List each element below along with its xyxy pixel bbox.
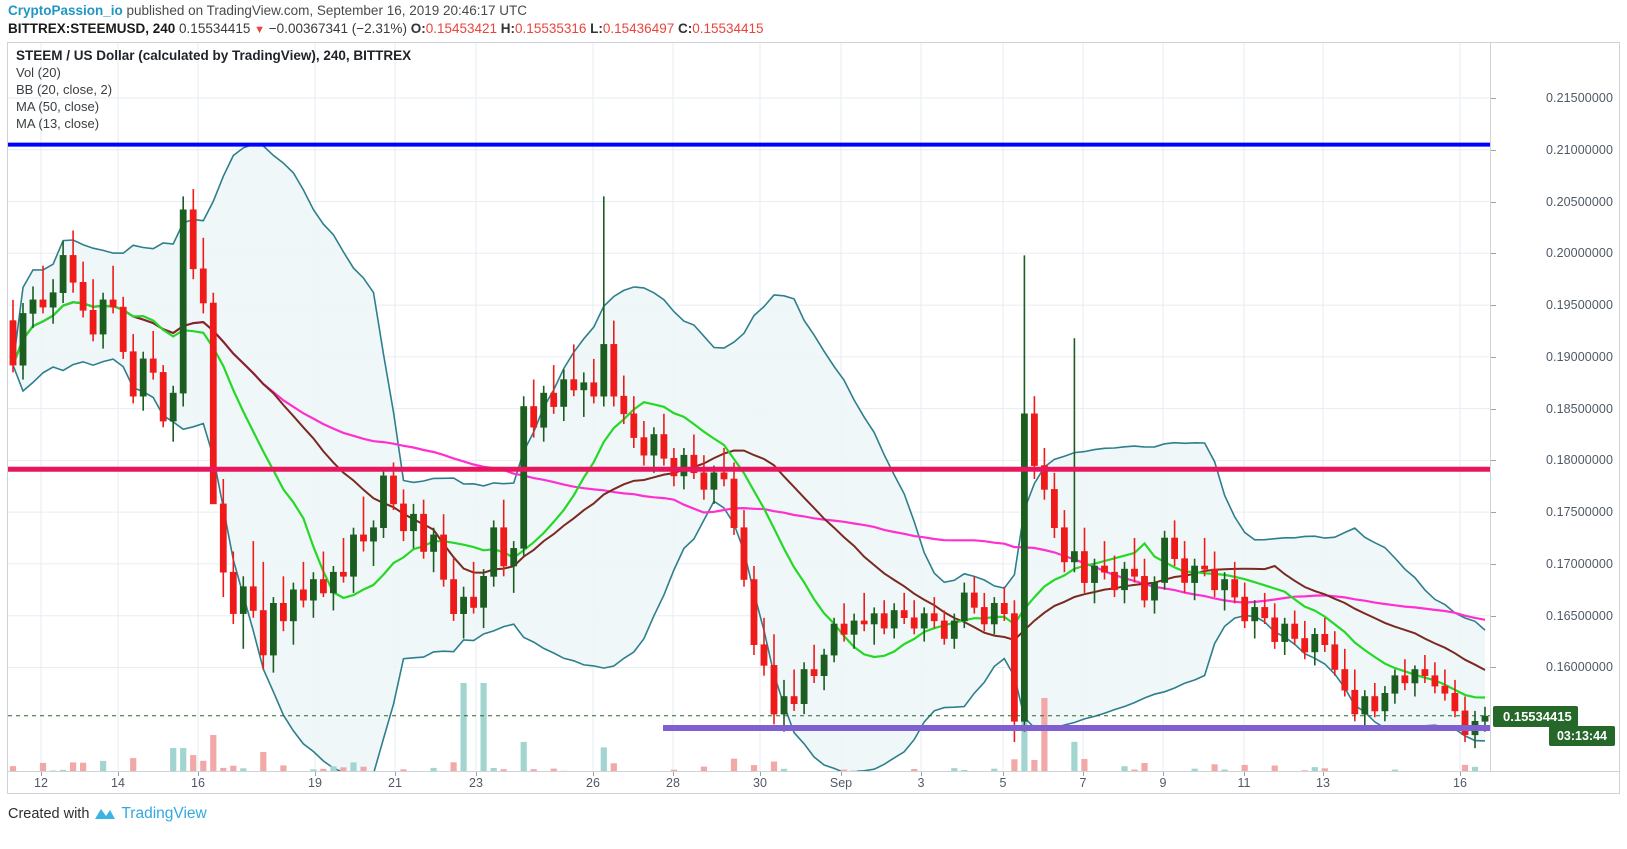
time-axis-tick: 5 [999, 776, 1007, 790]
quote-line: BITTREX:STEEMUSD, 240 0.15534415 ▼ −0.00… [8, 21, 764, 36]
high-value: 0.15535316 [515, 21, 587, 36]
ma-extra-line [12, 301, 1486, 671]
price-plot-area[interactable]: STEEM / US Dollar (calculated by Trading… [8, 43, 1490, 771]
price-axis-tick: 0.19000000 [1545, 349, 1613, 364]
time-axis-tick-mark [476, 772, 477, 776]
time-axis-tick: 28 [666, 776, 680, 790]
time-axis-tick: 23 [469, 776, 483, 790]
price-axis-tick-mark [1491, 201, 1496, 203]
ma13-line [11, 301, 1486, 699]
time-axis-tick-mark [395, 772, 396, 776]
price-axis-tick: 0.18000000 [1545, 453, 1613, 468]
price-axis-tick: 0.19500000 [1545, 298, 1613, 313]
time-axis-tick: 16 [1453, 776, 1467, 790]
time-axis-tick-mark [315, 772, 316, 776]
time-axis-tick-mark [1163, 772, 1164, 776]
price-axis[interactable]: 0.15534415 03:13:44 0.21500000 0.21000000… [1490, 43, 1619, 771]
time-axis-tick-mark [1083, 772, 1084, 776]
time-axis-tick-mark [1323, 772, 1324, 776]
price-axis-tick: 0.20000000 [1545, 246, 1613, 261]
moving-averages [11, 301, 1486, 699]
time-axis-tick-mark [118, 772, 119, 776]
price-axis-tick-mark [1491, 356, 1496, 358]
publish-text: published on TradingView.com, September … [122, 3, 528, 18]
footer-attribution: Created with TradingView [8, 805, 207, 823]
open-value: 0.15453421 [425, 21, 498, 36]
time-axis-tick: 19 [308, 776, 322, 790]
time-axis-tick-mark [1003, 772, 1004, 776]
change-percent: (−2.31%) [351, 21, 407, 36]
low-label: L: [590, 21, 603, 36]
chart-svg [8, 43, 1490, 771]
time-axis-tick: 7 [1079, 776, 1087, 790]
tradingview-logo-icon [94, 806, 116, 822]
created-with-label: Created with [8, 806, 90, 822]
change-absolute: −0.00367341 [268, 21, 349, 36]
time-axis[interactable]: 12 14 16 19 21 23 26 28 30 Sep 3 5 7 9 11 13 16 [8, 771, 1619, 793]
chart-header: CryptoPassion_io published on TradingVie… [0, 0, 1627, 38]
time-axis-tick: 14 [111, 776, 125, 790]
time-axis-tick: 13 [1316, 776, 1330, 790]
time-axis-tick-mark [593, 772, 594, 776]
time-axis-tick: 12 [34, 776, 48, 790]
chart-container[interactable]: STEEM / US Dollar (calculated by Trading… [7, 42, 1620, 794]
price-axis-tick-mark [1491, 460, 1496, 462]
current-price-tag: 0.15534415 [1493, 705, 1578, 727]
price-axis-tick: 0.16000000 [1545, 660, 1613, 675]
price-axis-tick: 0.17000000 [1545, 556, 1613, 571]
price-axis-tick-mark [1491, 667, 1496, 669]
time-axis-tick: 26 [586, 776, 600, 790]
price-axis-tick-mark [1491, 149, 1496, 151]
time-axis-tick: 3 [917, 776, 925, 790]
low-value: 0.15436497 [602, 21, 675, 36]
time-axis-tick-mark [760, 772, 761, 776]
last-price: 0.15534415 [179, 21, 251, 36]
open-label: O: [410, 21, 426, 36]
candlesticks [9, 189, 1489, 749]
price-axis-tick-mark [1491, 512, 1496, 514]
price-axis-tick-mark [1491, 253, 1496, 255]
price-axis-tick-mark [1491, 98, 1496, 99]
bollinger-bands [12, 143, 1486, 771]
price-axis-tick-mark [1491, 615, 1496, 617]
price-axis-tick-mark [1491, 563, 1496, 565]
time-axis-tick-mark [841, 772, 842, 776]
time-axis-tick: 9 [1159, 776, 1167, 790]
time-axis-tick: Sep [829, 776, 853, 790]
price-axis-tick: 0.17500000 [1545, 505, 1613, 520]
down-arrow-icon: ▼ [254, 24, 266, 36]
price-axis-tick-mark [1491, 408, 1496, 410]
price-axis-tick: 0.21500000 [1545, 91, 1613, 105]
time-axis-tick-mark [921, 772, 922, 776]
time-axis-tick-mark [198, 772, 199, 776]
time-axis-tick-mark [1460, 772, 1461, 776]
price-axis-tick: 0.20500000 [1545, 194, 1613, 209]
time-axis-tick: 21 [388, 776, 402, 790]
time-axis-tick: 16 [191, 776, 205, 790]
high-label: H: [500, 21, 516, 36]
close-value: 0.15534415 [692, 21, 764, 36]
time-axis-tick-mark [41, 772, 42, 776]
time-axis-tick: 30 [753, 776, 767, 790]
close-label: C: [677, 21, 693, 36]
price-axis-tick-mark [1491, 305, 1496, 307]
publish-info: CryptoPassion_io published on TradingVie… [8, 3, 527, 18]
horizontal-lines [8, 142, 1490, 731]
time-axis-tick-mark [673, 772, 674, 776]
price-axis-tick: 0.21000000 [1545, 142, 1613, 157]
price-axis-tick: 0.18500000 [1545, 401, 1613, 416]
time-axis-tick: 11 [1237, 776, 1251, 790]
bar-countdown-tag: 03:13:44 [1548, 725, 1615, 746]
price-axis-tick: 0.16500000 [1545, 608, 1613, 623]
symbol-label[interactable]: BITTREX:STEEMUSD, 240 [8, 21, 176, 36]
tradingview-brand[interactable]: TradingView [121, 805, 207, 822]
author-link[interactable]: CryptoPassion_io [8, 3, 123, 18]
time-axis-tick-mark [1244, 772, 1245, 776]
